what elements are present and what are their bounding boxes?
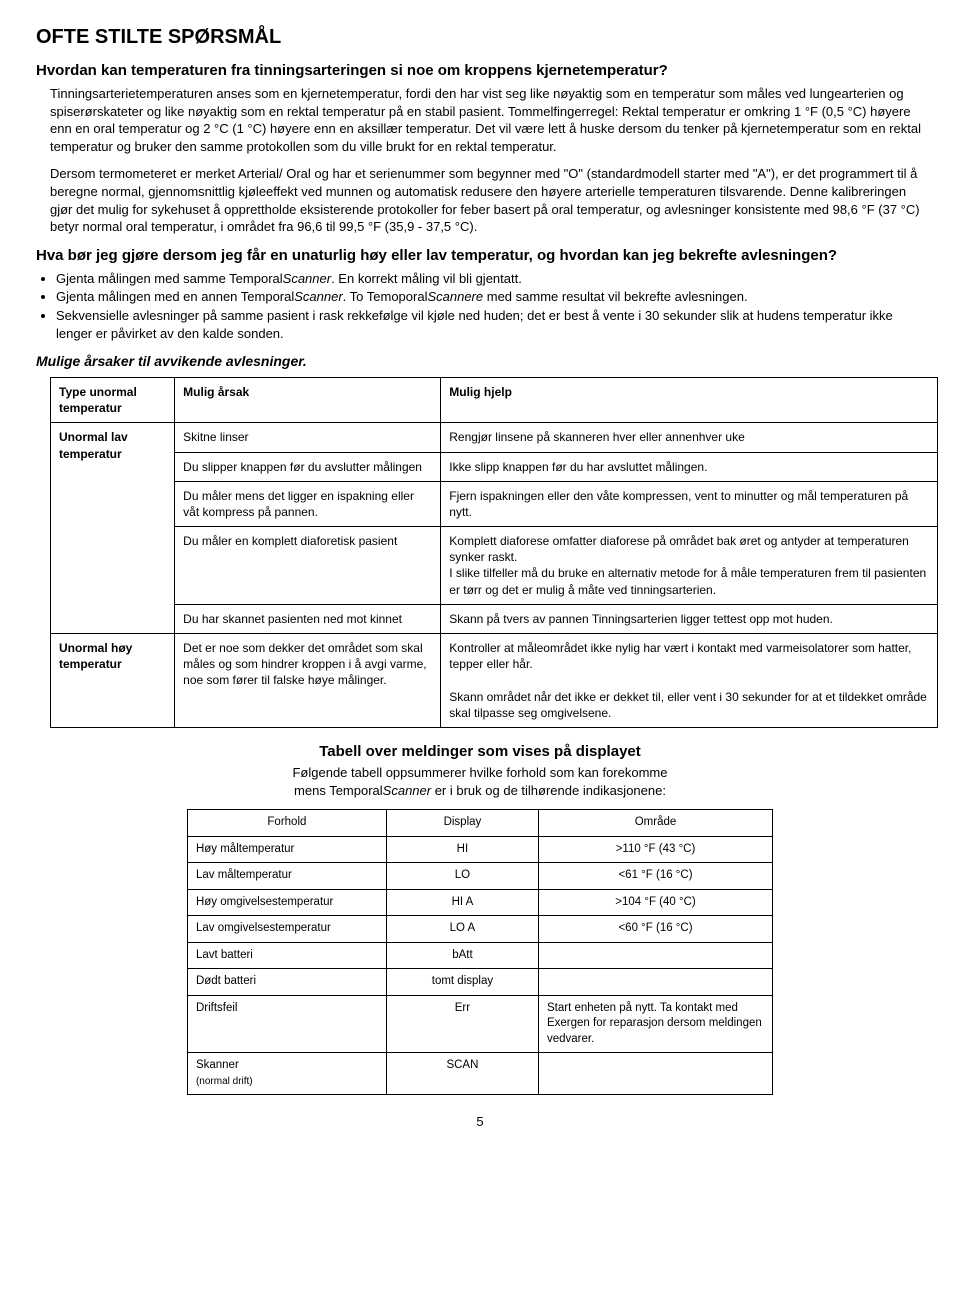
causes-col-type: Type unormal temperatur (51, 377, 175, 422)
q2-bullet-2: Gjenta målingen med en annen TemporalSca… (56, 288, 924, 306)
table-row: Unormal høy temperatur Det er noe som de… (51, 634, 938, 728)
display-col-disp: Display (386, 810, 538, 837)
table-row: Høy omgivelsestemperatur HI A >104 °F (4… (187, 889, 772, 916)
q2-bullet-list: Gjenta målingen med samme TemporalScanne… (56, 270, 924, 342)
display-table-title: Tabell over meldinger som vises på displ… (36, 742, 924, 762)
table-row: Lav omgivelsestemperatur LO A <60 °F (16… (187, 916, 772, 943)
causes-col-cause: Mulig årsak (175, 377, 441, 422)
display-col-range: Område (538, 810, 772, 837)
table-row: Unormal lav temperatur Skitne linser Ren… (51, 423, 938, 452)
q2-heading: Hva bør jeg gjøre dersom jeg får en unat… (36, 246, 924, 266)
causes-col-help: Mulig hjelp (441, 377, 938, 422)
table-row: Du måler en komplett diaforetisk pasient… (51, 527, 938, 605)
display-col-cond: Forhold (187, 810, 386, 837)
q1-heading: Hvordan kan temperaturen fra tinningsart… (36, 61, 924, 81)
display-table: Forhold Display Område Høy måltemperatur… (187, 809, 773, 1095)
table-row: Skanner (normal drift) SCAN (187, 1053, 772, 1095)
page-title: OFTE STILTE SPØRSMÅL (36, 24, 924, 51)
table-row: Driftsfeil Err Start enheten på nytt. Ta… (187, 995, 772, 1053)
q2-bullet-1: Gjenta målingen med samme TemporalScanne… (56, 270, 924, 288)
table-row: Dødt batteri tomt display (187, 969, 772, 996)
table-row: Du slipper knappen før du avslutter måli… (51, 452, 938, 481)
causes-heading: Mulige årsaker til avvikende avlesninger… (36, 352, 924, 371)
page-number: 5 (36, 1113, 924, 1131)
table-row: Lavt batteri bAtt (187, 942, 772, 969)
causes-table: Type unormal temperatur Mulig årsak Muli… (50, 377, 938, 728)
q1-para-1: Tinningsarterietemperaturen anses som en… (36, 85, 924, 155)
q2-bullet-3: Sekvensielle avlesninger på samme pasien… (56, 307, 924, 342)
low-temp-label: Unormal lav temperatur (51, 423, 175, 634)
q1-para-2: Dersom termometeret er merket Arterial/ … (36, 165, 924, 235)
table-row: Lav måltemperatur LO <61 °F (16 °C) (187, 863, 772, 890)
table-row: Høy måltemperatur HI >110 °F (43 °C) (187, 836, 772, 863)
high-temp-label: Unormal høy temperatur (51, 634, 175, 728)
table-row: Du måler mens det ligger en ispakning el… (51, 481, 938, 526)
table-row: Du har skannet pasienten ned mot kinnet … (51, 604, 938, 633)
display-table-sub: Følgende tabell oppsummerer hvilke forho… (36, 764, 924, 799)
